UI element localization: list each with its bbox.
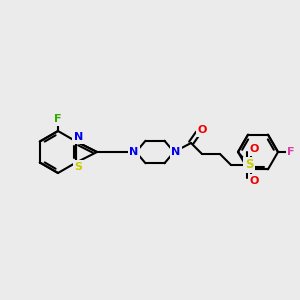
Text: N: N	[171, 147, 181, 157]
Text: N: N	[129, 147, 139, 157]
Text: F: F	[54, 114, 62, 124]
Text: N: N	[74, 133, 83, 142]
Text: O: O	[249, 176, 259, 186]
Text: F: F	[287, 147, 295, 157]
Text: O: O	[197, 125, 207, 135]
Text: S: S	[74, 161, 82, 172]
Text: S: S	[245, 158, 253, 172]
Text: O: O	[249, 144, 259, 154]
